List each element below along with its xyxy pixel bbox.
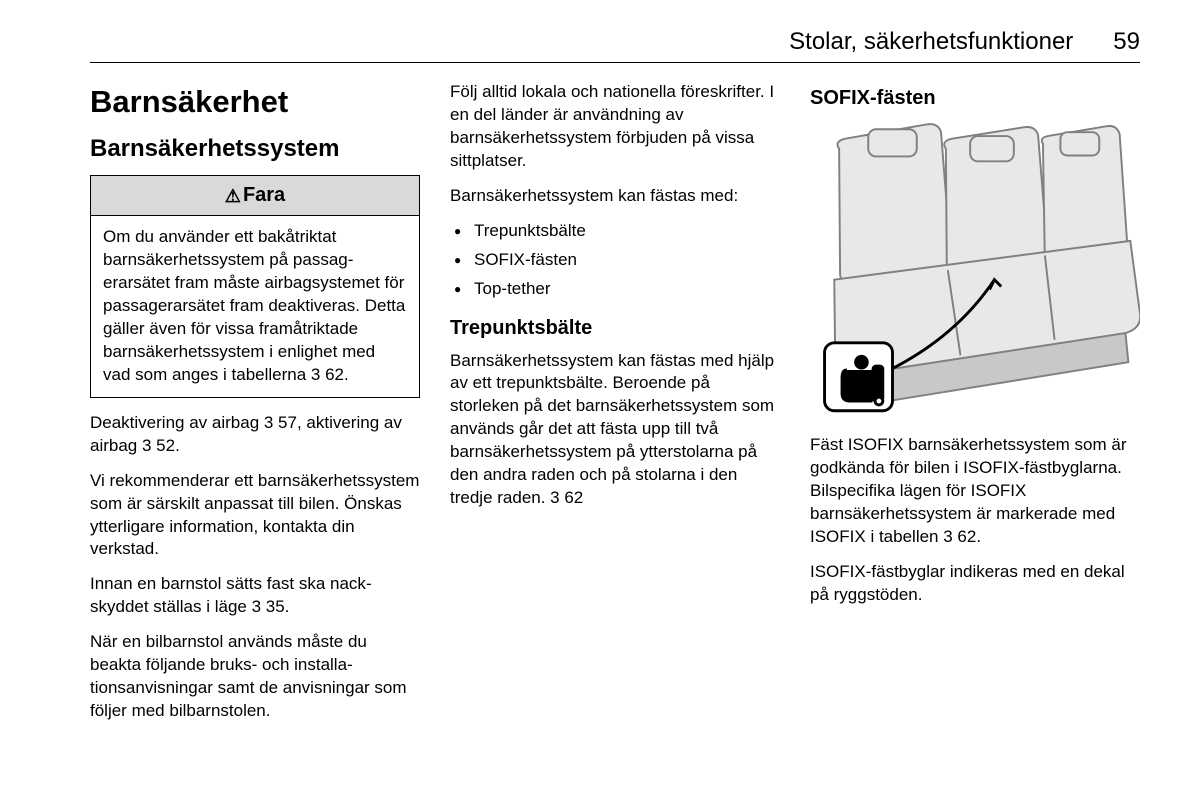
danger-label: Fara — [243, 184, 285, 206]
paragraph: När en bilbarnstol används måste du beak… — [90, 631, 420, 723]
paragraph: Fäst ISOFIX barnsäkerhetssystem som är g… — [810, 434, 1140, 549]
heading-barnsakerhet: Barnsäkerhet — [90, 81, 420, 123]
paragraph: Följ alltid lokala och nationella före­s… — [450, 81, 780, 173]
danger-header: ⚠Fara — [91, 176, 419, 216]
column-1: Barnsäkerhet Barnsäkerhetssystem ⚠Fara O… — [90, 81, 420, 735]
heading-barnsakerhetssystem: Barnsäkerhetssystem — [90, 133, 420, 165]
content-columns: Barnsäkerhet Barnsäkerhetssystem ⚠Fara O… — [90, 81, 1140, 735]
paragraph: ISOFIX-fästbyglar indikeras med en dekal… — [810, 561, 1140, 607]
warning-triangle-icon: ⚠ — [225, 184, 241, 208]
page-number: 59 — [1113, 28, 1140, 56]
isofix-seat-illustration — [810, 120, 1140, 420]
column-2: Följ alltid lokala och nationella före­s… — [450, 81, 780, 735]
seat-diagram-svg — [810, 120, 1140, 420]
paragraph: Deaktivering av airbag 3 57, aktiver­ing… — [90, 412, 420, 458]
manual-page: Stolar, säkerhetsfunktioner 59 Barnsäker… — [0, 0, 1200, 802]
danger-callout: ⚠Fara Om du använder ett bakåtriktat bar… — [90, 175, 420, 398]
danger-body: Om du använder ett bakåtriktat barnsäker… — [91, 216, 419, 397]
heading-sofix-fasten: SOFIX-fästen — [810, 85, 1140, 112]
list-item: Trepunktsbälte — [474, 220, 780, 243]
isofix-label-icon — [825, 343, 893, 411]
paragraph: Barnsäkerhetssystem kan fästas med hjälp… — [450, 350, 780, 511]
running-header: Stolar, säkerhetsfunktioner 59 — [90, 28, 1140, 63]
paragraph: Barnsäkerhetssystem kan fästas med: — [450, 185, 780, 208]
column-3: SOFIX-fästen — [810, 81, 1140, 735]
paragraph: Innan en barnstol sätts fast ska nack­sk… — [90, 573, 420, 619]
heading-trepunktsbalte: Trepunktsbälte — [450, 315, 780, 342]
paragraph: Vi rekommenderar ett barnsäkerhets­syste… — [90, 470, 420, 562]
attachment-list: Trepunktsbälte SOFIX-fästen Top-tether — [450, 220, 780, 301]
list-item: SOFIX-fästen — [474, 249, 780, 272]
section-title: Stolar, säkerhetsfunktioner — [789, 28, 1073, 56]
list-item: Top-tether — [474, 278, 780, 301]
